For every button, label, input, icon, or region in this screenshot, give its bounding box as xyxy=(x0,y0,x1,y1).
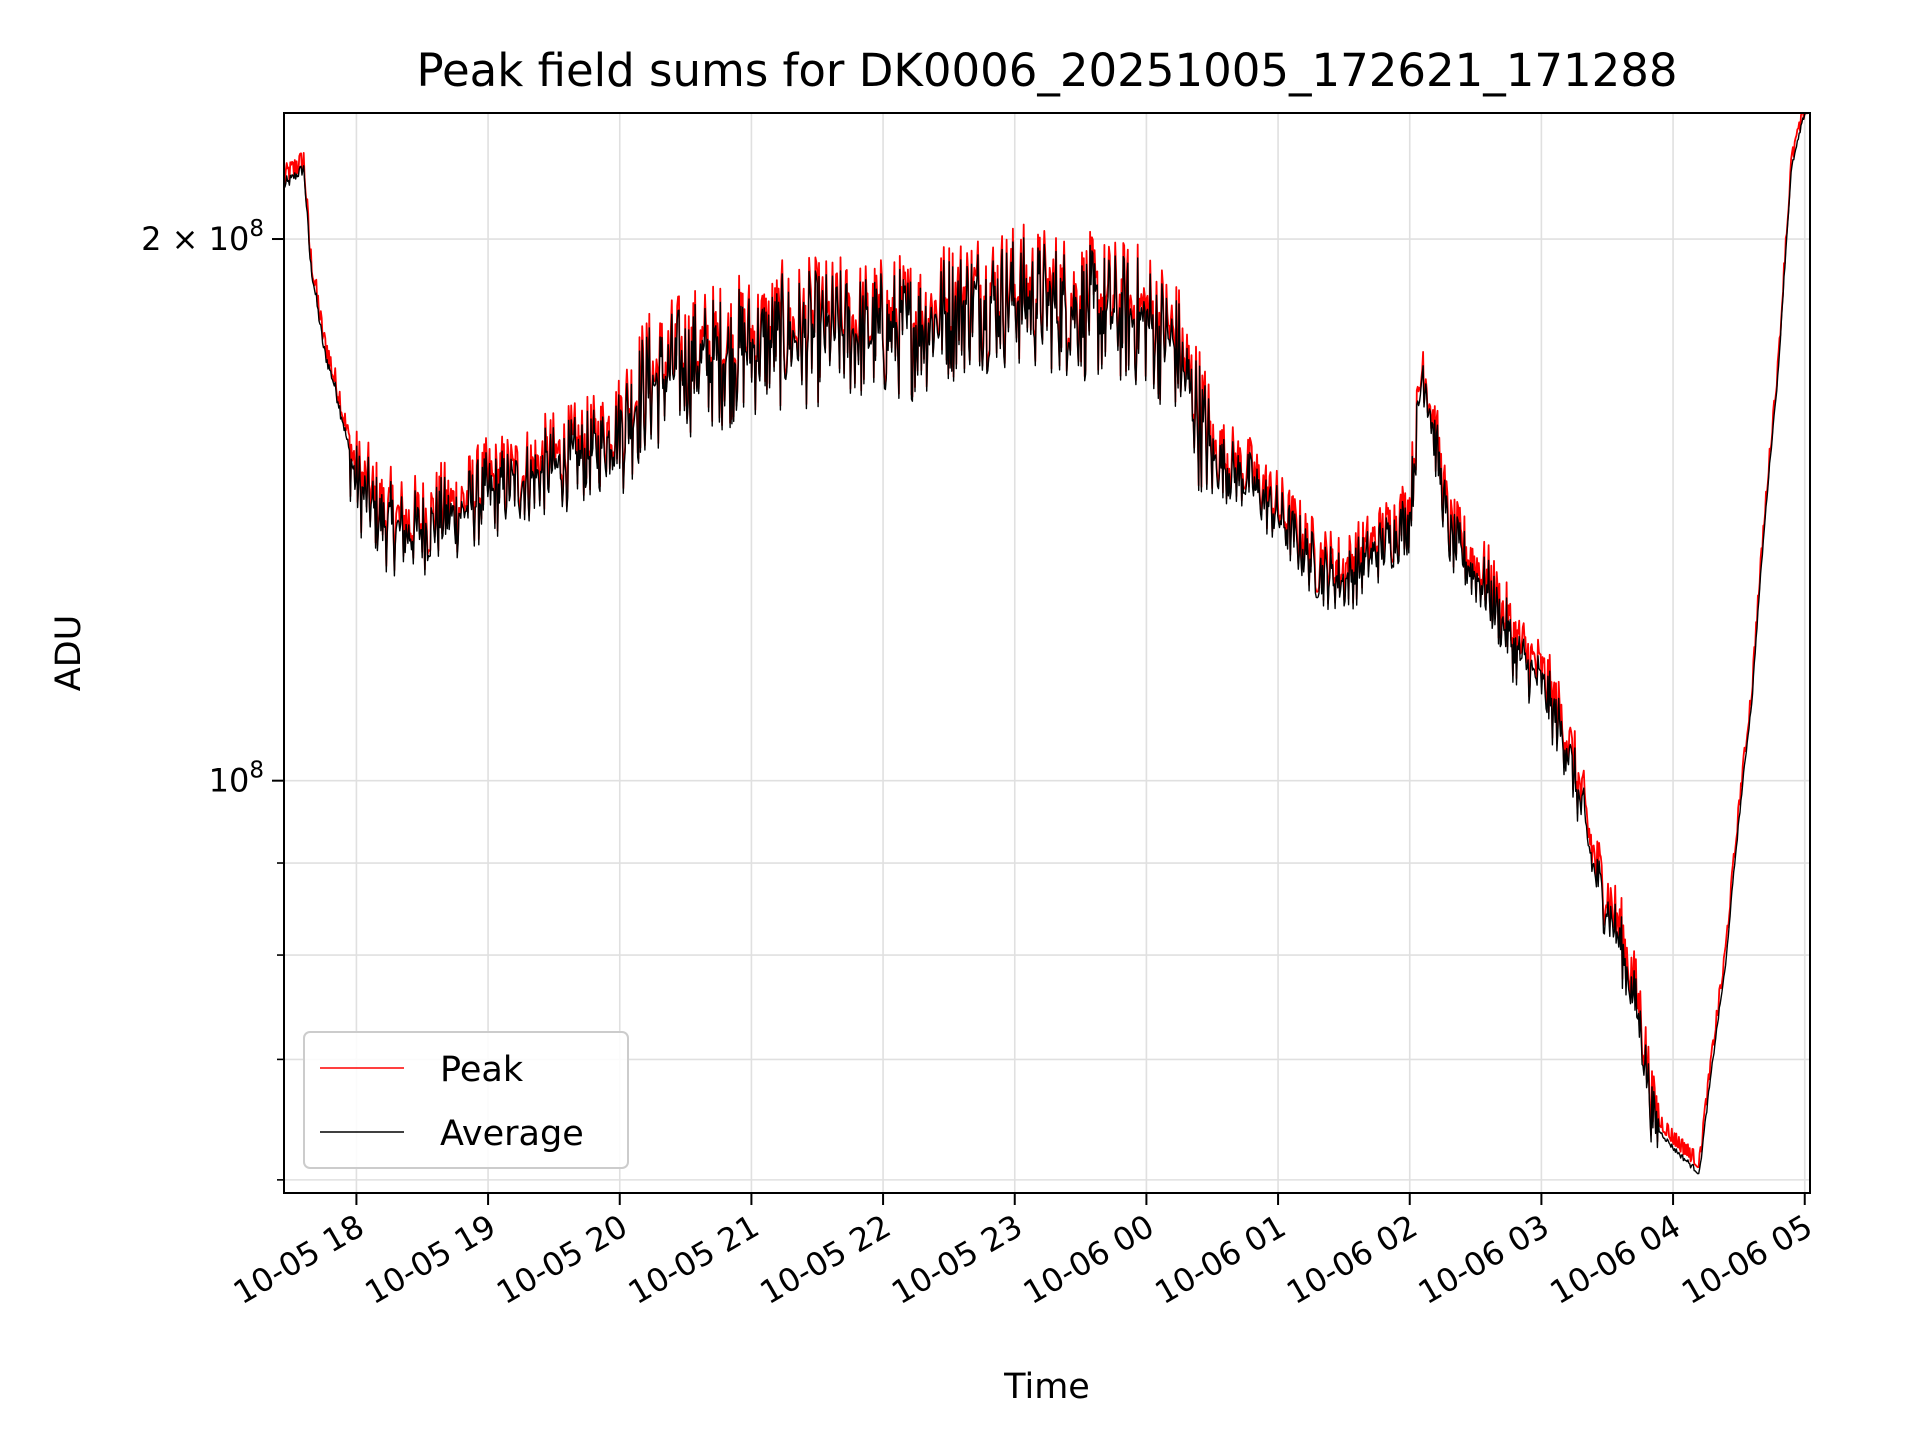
series-line-average xyxy=(284,113,1810,1175)
y-axis-ticks: 108 2 × 108 xyxy=(141,216,284,1181)
y-tick-label: 108 xyxy=(209,758,264,800)
plot-series xyxy=(284,113,1810,1175)
plot-frame xyxy=(283,112,1811,1194)
y-axis-label: ADU xyxy=(49,615,89,692)
y-tick-label: 2 × 108 xyxy=(141,216,264,258)
legend-box xyxy=(303,1031,629,1169)
legend-peak-label: Peak xyxy=(440,1050,524,1090)
x-axis-label: Time xyxy=(1003,1367,1090,1407)
chart-title: Peak field sums for DK0006_20251005_1726… xyxy=(416,44,1677,97)
legend-average-label: Average xyxy=(440,1114,584,1154)
legend: Peak Average xyxy=(303,1031,629,1169)
